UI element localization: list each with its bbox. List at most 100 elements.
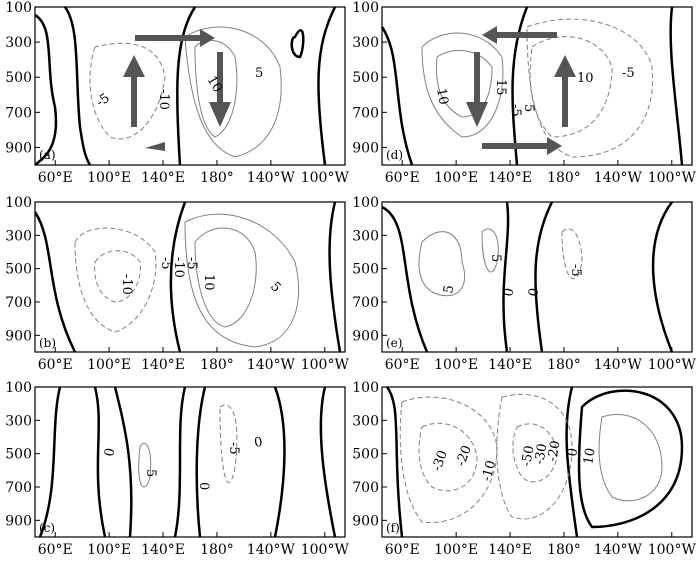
zero-contour: [93, 386, 107, 538]
x-tick-label: 60°E: [385, 542, 420, 558]
y-tick-label: 700: [352, 105, 379, 121]
negative-contour: [512, 423, 558, 483]
x-tick-label: 140°W: [247, 170, 296, 186]
contour-label: 5: [441, 284, 457, 295]
contour-label: 10: [201, 274, 216, 291]
contour-label: 10: [577, 71, 594, 86]
contour-lines: [34, 6, 337, 166]
x-tick-label: 60°E: [385, 170, 420, 186]
panel-label: (d): [386, 148, 403, 162]
x-tick-label: 100°E: [434, 170, 478, 186]
y-tick-label: 900: [352, 513, 379, 529]
zero-contour: [113, 386, 133, 538]
zero-contour: [169, 201, 187, 353]
zero-contour: [34, 13, 58, 166]
zero-contour: [195, 386, 207, 538]
positive-contour: [184, 26, 282, 158]
contour-label: -10: [171, 257, 186, 278]
x-tick-label: 140°W: [594, 170, 643, 186]
plot-frame: [34, 386, 346, 538]
y-tick-label: 700: [5, 105, 32, 121]
x-tick-label: 140°W: [247, 357, 296, 373]
arrow-up: [554, 55, 576, 127]
zero-contour: [381, 205, 429, 353]
negative-contour: [89, 42, 166, 140]
x-tick-label: 140°E: [488, 170, 532, 186]
y-tick-label: 900: [5, 140, 32, 156]
zero-contour: [290, 29, 305, 59]
contour-label: -10: [156, 89, 171, 110]
zero-contour: [273, 386, 286, 538]
x-tick-label: 100°E: [434, 357, 478, 373]
contour-label: 0: [102, 447, 118, 458]
x-tick-label: 180°: [547, 170, 581, 186]
plot-frame: [34, 6, 346, 166]
contour-label: -10: [479, 459, 499, 483]
x-tick-label: 100°E: [87, 170, 131, 186]
negative-contour: [74, 227, 157, 333]
positive-contour: [184, 213, 300, 348]
contour-label: -20: [454, 444, 475, 469]
zero-contour: [669, 6, 684, 166]
x-tick-label: 140°W: [594, 357, 643, 373]
x-tick-label: 180°: [200, 170, 234, 186]
contour-label: 0: [253, 435, 264, 451]
y-tick-label: 900: [352, 140, 379, 156]
zero-contour: [577, 389, 684, 529]
x-tick-label: 60°E: [38, 170, 73, 186]
negative-contour: [529, 36, 613, 138]
y-tick-label: 700: [352, 295, 379, 311]
contour-label: -30: [532, 442, 550, 465]
contour-label: 15: [493, 79, 508, 96]
contour-label: 0: [501, 287, 517, 298]
negative-contour: [219, 404, 238, 484]
positive-contour: [481, 228, 499, 273]
contour-label: -50: [519, 444, 537, 467]
y-tick-label: 700: [5, 480, 32, 496]
y-tick-label: 100: [5, 380, 32, 396]
x-tick-label: 180°: [200, 542, 234, 558]
arrow-east: [482, 137, 562, 155]
y-tick-label: 500: [352, 262, 379, 278]
contour-label: 5: [488, 254, 503, 262]
x-tick-label: 100°E: [434, 542, 478, 558]
y-tick-label: 500: [5, 262, 32, 278]
negative-contour: [94, 250, 141, 303]
positive-contour: [598, 413, 663, 502]
negative-contour: [526, 18, 654, 158]
contour-label: -5: [184, 257, 199, 270]
x-tick-label: 100°W: [648, 357, 697, 373]
arrow-west: [482, 26, 557, 44]
x-tick-label: 100°W: [648, 542, 697, 558]
contour-labels: 15 10 -5 5 10 -5: [433, 66, 635, 117]
plot-frame: [381, 6, 693, 166]
contour-label: -5: [622, 66, 635, 81]
plot-frame: [381, 386, 693, 538]
panel-c: 0 5 -5 0 0 (c): [34, 386, 346, 538]
y-tick-label: 700: [352, 480, 379, 496]
arrow-up: [123, 55, 145, 127]
contour-lines: [385, 386, 684, 538]
panel-d: 15 10 -5 5 10 -5 (d): [380, 6, 693, 166]
y-tick-label: 500: [5, 70, 32, 86]
contour-label: 10: [204, 74, 225, 96]
panel-label: (e): [386, 336, 402, 350]
zero-contour: [534, 201, 554, 353]
circulation-arrows: [466, 26, 576, 155]
x-tick-label: 100°W: [301, 357, 350, 373]
zero-contour: [385, 386, 404, 538]
y-tick-label: 300: [5, 35, 32, 51]
contour-labels: 0 5 -5 0 0: [102, 435, 264, 491]
contour-lines: [33, 201, 342, 353]
y-tick-label: 100: [352, 0, 379, 16]
contour-label: 0: [526, 287, 542, 298]
y-tick-label: 500: [5, 447, 32, 463]
contour-label: 5: [267, 279, 283, 295]
y-tick-label: 900: [5, 328, 32, 344]
y-tick-label: 300: [5, 228, 32, 244]
x-tick-label: 60°E: [385, 357, 420, 373]
circulation-arrows: [123, 29, 231, 151]
zero-contour: [380, 26, 414, 166]
zero-contour: [173, 386, 187, 538]
